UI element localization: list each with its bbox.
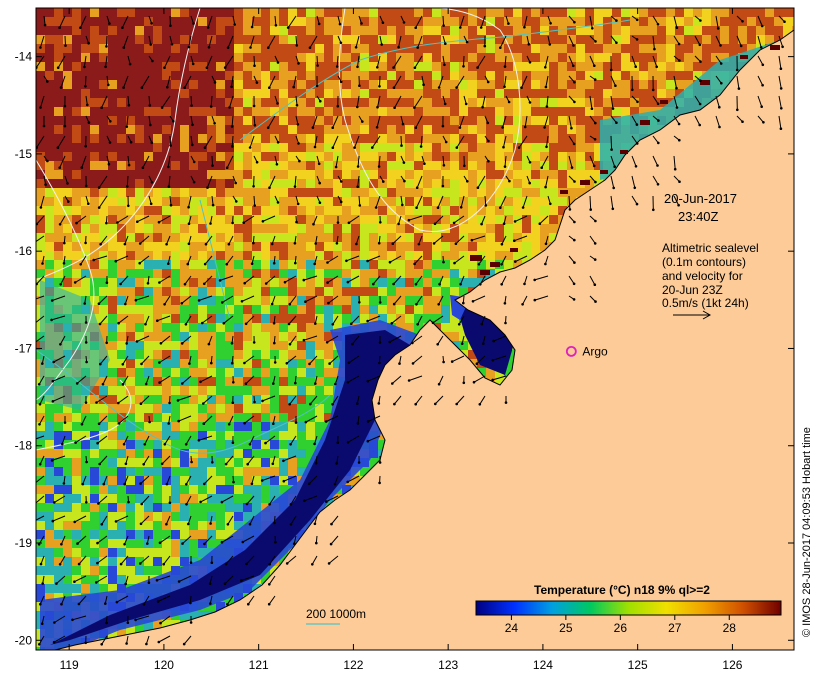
annotation-line-1: Altimetric sealevel [662, 241, 759, 255]
lon-tick-label: 125 [628, 658, 648, 672]
imos-credit: © IMOS 28-Jun-2017 04:09:53 Hobart time [801, 427, 813, 637]
annotation-date: 20-Jun-2017 [664, 191, 737, 206]
colorbar-tick-label: 27 [668, 621, 682, 635]
axis-ticks: 119 120 121 122 123 124 125 126 -14 -15 -16 -17 -18 -… [15, 8, 794, 672]
lon-tick-label: 121 [249, 658, 269, 672]
lon-tick-label: 124 [533, 658, 553, 672]
lat-tick-label: -19 [15, 536, 33, 550]
argo-label: Argo [582, 344, 608, 358]
colorbar-gradient [475, 600, 782, 616]
isobath-legend: 200 1000m [306, 607, 366, 625]
velocity-vectors [36, 15, 786, 646]
annotation-line-2: (0.1m contours) [662, 255, 746, 269]
lon-tick-label: 122 [343, 658, 363, 672]
colorbar-ticks: 24 25 26 27 28 [505, 615, 737, 635]
annotation-block: 20-Jun-2017 23:40Z Altimetric sealevel (… [662, 191, 759, 320]
isobath-legend-label: 200 1000m [306, 607, 366, 621]
lat-tick-label: -15 [15, 147, 33, 161]
annotation-line-5: 0.5m/s (1kt 24h) [662, 296, 749, 310]
annotation-line-4: 20-Jun 23Z [662, 283, 723, 297]
lon-tick-label: 126 [722, 658, 742, 672]
colorbar-tick-label: 24 [505, 621, 519, 635]
lat-tick-label: -18 [15, 439, 33, 453]
lon-tick-label: 123 [438, 658, 458, 672]
annotation-time: 23:40Z [678, 209, 719, 224]
colorbar-tick-label: 26 [614, 621, 628, 635]
reference-arrow [673, 310, 712, 320]
colorbar-title: Temperature (°C) n18 9% ql>=2 [534, 583, 710, 597]
plot-frame [35, 7, 795, 651]
land-mass [54, 29, 794, 650]
colorbar: Temperature (°C) n18 9% ql>=2 24 25 26 27 28 [475, 583, 782, 635]
lon-tick-label: 119 [60, 658, 79, 672]
argo-marker: Argo [565, 344, 608, 358]
lat-tick-label: -16 [15, 244, 33, 258]
argo-float-icon [565, 345, 577, 357]
lat-tick-label: -14 [15, 50, 33, 64]
lat-tick-label: -20 [15, 633, 33, 647]
lat-tick-label: -17 [15, 341, 33, 355]
colorbar-tick-label: 25 [559, 621, 573, 635]
annotation-line-3: and velocity for [662, 269, 743, 283]
colorbar-tick-label: 28 [723, 621, 737, 635]
lon-tick-label: 120 [154, 658, 174, 672]
